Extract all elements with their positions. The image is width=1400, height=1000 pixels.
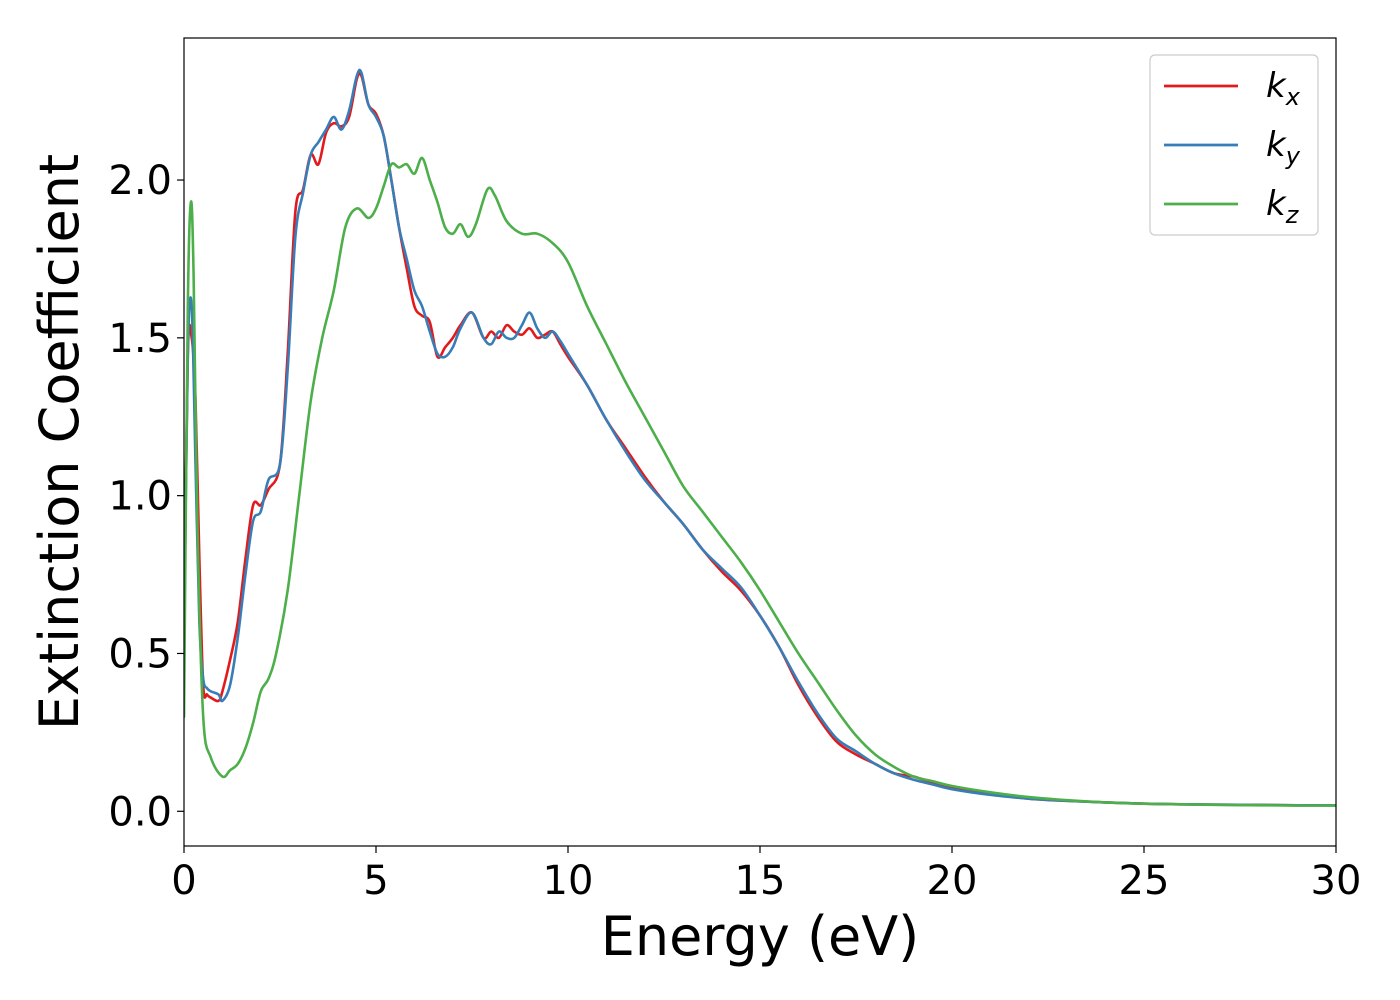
series-line-kz — [184, 156, 1336, 807]
x-tick-label: 5 — [363, 858, 388, 904]
x-tick-label: 20 — [927, 858, 978, 904]
legend-label-kz: kz — [1266, 184, 1300, 229]
x-tick-label: 25 — [1119, 858, 1170, 904]
y-axis: 0.0 0.5 1.0 1.5 2.0 — [108, 158, 184, 835]
legend-label-base: k — [1266, 66, 1287, 106]
legend-label-ky: ky — [1266, 125, 1301, 170]
x-axis-title: Energy (eV) — [601, 905, 920, 968]
y-tick-label: 1.5 — [108, 316, 172, 362]
x-tick-label: 10 — [543, 858, 594, 904]
legend-label-subscript: z — [1285, 201, 1300, 229]
legend-label-subscript: y — [1285, 142, 1301, 170]
x-axis: 0 5 10 15 20 25 30 — [171, 846, 1361, 904]
series-layer — [184, 68, 1336, 807]
y-tick-label: 0.5 — [108, 631, 172, 677]
x-tick-label: 30 — [1311, 858, 1362, 904]
y-axis-title: Extinction Coefficient — [28, 154, 91, 730]
x-tick-label: 15 — [735, 858, 786, 904]
y-tick-label: 0.0 — [108, 789, 172, 835]
legend-label-kx: kx — [1266, 66, 1301, 111]
legend-label-base: k — [1266, 125, 1287, 165]
legend-label-base: k — [1266, 184, 1287, 224]
x-tick-label: 0 — [171, 858, 196, 904]
y-tick-label: 1.0 — [108, 474, 172, 520]
series-line-ky — [184, 68, 1336, 807]
y-tick-label: 2.0 — [108, 158, 172, 204]
legend-label-subscript: x — [1285, 83, 1301, 111]
